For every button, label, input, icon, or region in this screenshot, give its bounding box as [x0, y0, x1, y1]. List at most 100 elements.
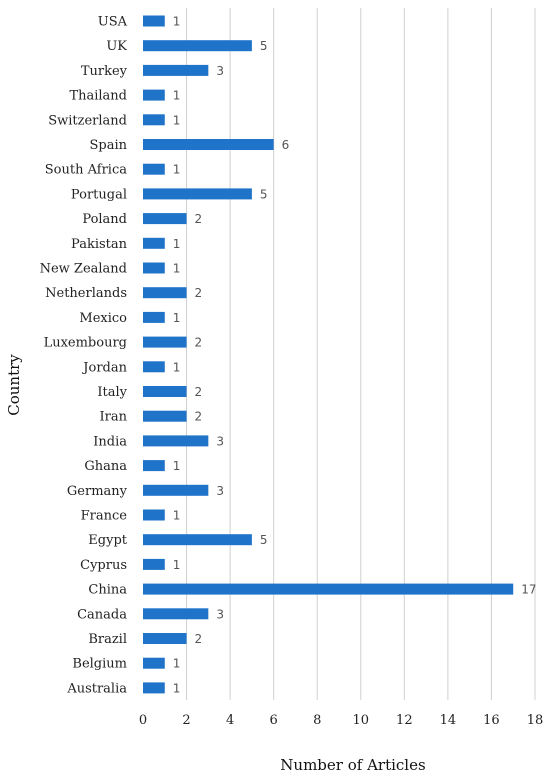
category-label: Ghana	[84, 459, 127, 474]
data-label: 5	[260, 533, 268, 547]
category-label: Iran	[100, 410, 128, 425]
category-label: Mexico	[79, 311, 127, 326]
data-label: 1	[173, 163, 181, 177]
category-label: Egypt	[88, 533, 127, 548]
data-label: 1	[173, 89, 181, 103]
data-label: 1	[173, 262, 181, 276]
data-label: 1	[173, 509, 181, 523]
x-tick-labels: 0 2 4 6 8 10 12 14 16 18	[139, 713, 543, 728]
category-label: Germany	[67, 484, 128, 499]
category-label: Brazil	[88, 632, 127, 647]
data-label: 1	[173, 459, 181, 473]
bar	[143, 558, 165, 570]
x-tick-label: 6	[270, 713, 278, 728]
category-label: Luxembourg	[44, 336, 127, 351]
bar	[143, 311, 165, 323]
data-label: 1	[173, 681, 181, 695]
bar	[143, 188, 252, 200]
bar	[143, 608, 209, 620]
bar	[143, 509, 165, 521]
data-label: 2	[195, 410, 203, 424]
data-label: 2	[195, 212, 203, 226]
category-label: Canada	[77, 607, 127, 622]
data-label: 3	[216, 64, 224, 78]
data-label: 1	[173, 657, 181, 671]
data-label: 1	[173, 15, 181, 29]
category-label: Pakistan	[71, 237, 128, 252]
x-axis-title: Number of Articles	[280, 756, 425, 774]
bar	[143, 386, 187, 397]
bar	[143, 336, 187, 348]
bar	[143, 40, 252, 52]
data-label: 1	[173, 113, 181, 127]
bar	[143, 682, 165, 694]
category-label: UK	[106, 39, 127, 54]
data-label: 2	[195, 632, 203, 646]
bar	[143, 89, 165, 101]
category-label: Portugal	[71, 187, 127, 202]
data-label: 1	[173, 311, 181, 325]
category-label: USA	[98, 15, 128, 30]
bar	[143, 213, 187, 225]
category-label: New Zealand	[40, 262, 127, 277]
bar	[143, 435, 209, 447]
data-label: 3	[216, 484, 224, 498]
data-label: 2	[195, 336, 203, 350]
x-tick-label: 8	[313, 713, 321, 728]
data-label: 3	[216, 434, 224, 448]
x-tick-label: 2	[182, 713, 190, 728]
category-label: South Africa	[45, 163, 127, 178]
x-tick-label: 10	[353, 713, 370, 728]
bar	[143, 287, 187, 299]
data-label: 3	[216, 607, 224, 621]
bar	[143, 534, 252, 546]
bar	[143, 139, 274, 150]
x-tick-label: 4	[226, 713, 234, 728]
x-tick-label: 16	[483, 713, 500, 728]
data-label: 17	[521, 583, 536, 597]
bars	[143, 15, 514, 694]
data-label: 5	[260, 39, 268, 53]
x-tick-label: 14	[440, 713, 457, 728]
category-label: Cyprus	[80, 558, 127, 573]
bar	[143, 237, 165, 249]
bar	[143, 64, 209, 76]
data-label: 6	[282, 138, 290, 152]
bar	[143, 361, 165, 373]
data-label: 1	[173, 237, 181, 251]
bar	[143, 15, 165, 27]
category-label: India	[93, 434, 127, 449]
gridlines	[186, 8, 536, 700]
category-label: China	[88, 583, 127, 598]
bar	[143, 460, 165, 472]
bar	[143, 410, 187, 422]
bar	[143, 163, 165, 175]
category-label: Thailand	[69, 89, 127, 104]
bar	[143, 633, 187, 644]
category-label: Netherlands	[45, 286, 127, 301]
category-label: Spain	[89, 138, 127, 153]
category-label: Australia	[66, 681, 127, 696]
category-label: Jordan	[81, 360, 127, 375]
category-label: Italy	[97, 385, 127, 400]
x-tick-label: 18	[527, 713, 544, 728]
category-label: France	[81, 509, 128, 524]
bar	[143, 262, 165, 274]
category-label: Poland	[82, 212, 127, 227]
category-label: Switzerland	[48, 113, 127, 128]
data-label: 1	[173, 558, 181, 572]
data-label: 5	[260, 187, 268, 201]
category-label: Belgium	[72, 657, 127, 672]
y-axis-title: Country	[5, 354, 23, 416]
category-label: Turkey	[81, 64, 128, 79]
bar	[143, 114, 165, 126]
x-tick-label: 12	[396, 713, 413, 728]
data-label: 2	[195, 286, 203, 300]
bar	[143, 484, 209, 496]
x-tick-label: 0	[139, 713, 147, 728]
data-label: 1	[173, 360, 181, 374]
bar	[143, 583, 514, 595]
data-label: 2	[195, 385, 203, 399]
